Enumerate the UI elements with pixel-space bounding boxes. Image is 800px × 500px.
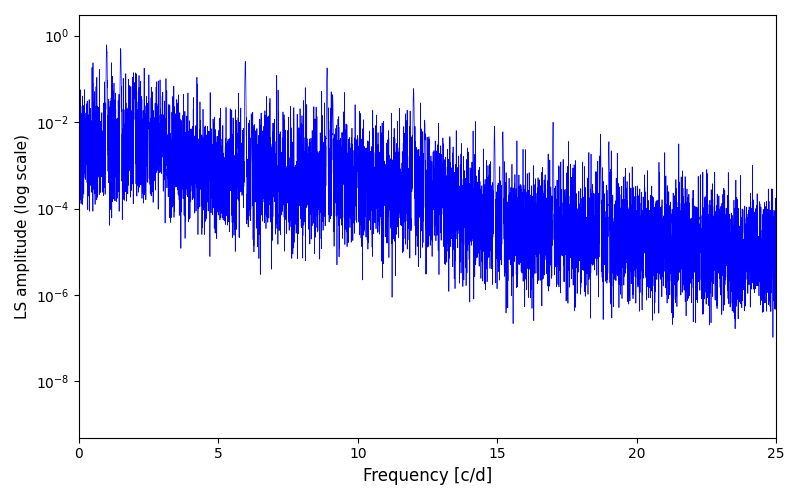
Y-axis label: LS amplitude (log scale): LS amplitude (log scale)	[15, 134, 30, 319]
X-axis label: Frequency [c/d]: Frequency [c/d]	[363, 467, 492, 485]
